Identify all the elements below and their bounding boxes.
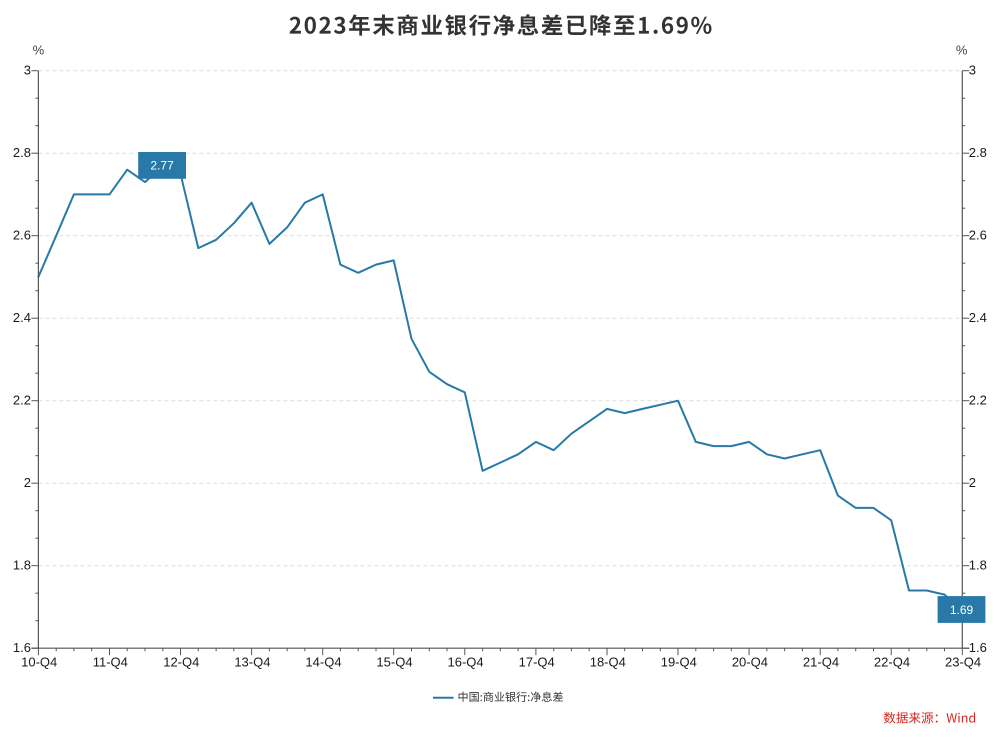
svg-text:1.6: 1.6 (969, 640, 987, 655)
svg-text:3: 3 (24, 63, 31, 78)
svg-text:11-Q4: 11-Q4 (93, 654, 128, 669)
svg-text:21-Q4: 21-Q4 (803, 654, 839, 669)
svg-text:18-Q4: 18-Q4 (590, 654, 626, 669)
svg-text:2.8: 2.8 (969, 145, 987, 160)
svg-text:2.4: 2.4 (13, 310, 31, 325)
svg-text:19-Q4: 19-Q4 (661, 654, 697, 669)
svg-text:1.8: 1.8 (969, 558, 987, 573)
svg-text:17-Q4: 17-Q4 (519, 654, 555, 669)
svg-text:2.2: 2.2 (969, 393, 987, 408)
svg-text:2.8: 2.8 (13, 145, 31, 160)
svg-text:23-Q4: 23-Q4 (945, 654, 981, 669)
svg-text:15-Q4: 15-Q4 (376, 654, 412, 669)
svg-text:14-Q4: 14-Q4 (305, 654, 341, 669)
svg-text:2.2: 2.2 (13, 393, 31, 408)
svg-text:22-Q4: 22-Q4 (874, 654, 910, 669)
svg-text:2.77: 2.77 (150, 159, 174, 173)
svg-text:12-Q4: 12-Q4 (163, 654, 199, 669)
svg-text:1.69: 1.69 (950, 603, 974, 617)
svg-text:%: % (956, 43, 968, 58)
svg-text:2: 2 (24, 475, 31, 490)
svg-text:2.6: 2.6 (969, 228, 987, 243)
svg-text:2: 2 (969, 475, 976, 490)
svg-text:2.4: 2.4 (969, 310, 987, 325)
svg-text:20-Q4: 20-Q4 (732, 654, 768, 669)
svg-text:1.8: 1.8 (13, 558, 31, 573)
svg-text:10-Q4: 10-Q4 (21, 654, 57, 669)
svg-text:1.6: 1.6 (13, 640, 31, 655)
svg-text:13-Q4: 13-Q4 (234, 654, 270, 669)
svg-text:3: 3 (969, 63, 976, 78)
svg-text:2.6: 2.6 (13, 228, 31, 243)
svg-text:%: % (33, 43, 45, 58)
svg-text:16-Q4: 16-Q4 (448, 654, 484, 669)
